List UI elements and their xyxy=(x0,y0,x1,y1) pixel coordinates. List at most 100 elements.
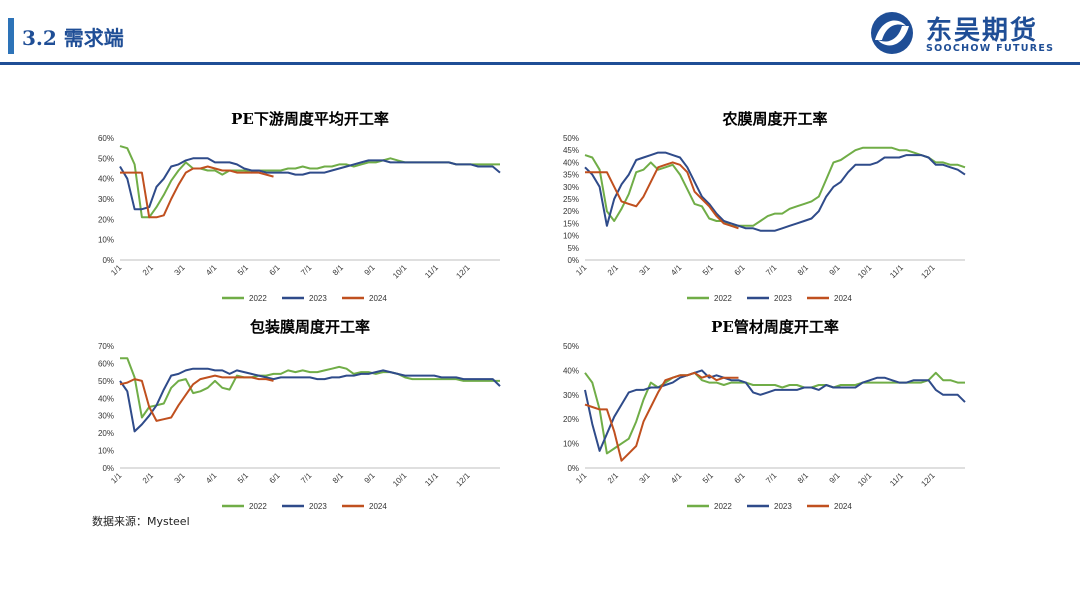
legend-label-2024: 2024 xyxy=(834,294,852,303)
logo-text-en: SOOCHOW FUTURES xyxy=(926,43,1055,54)
y-tick-label: 10% xyxy=(98,236,114,245)
header-accent-bar xyxy=(8,18,14,54)
x-tick-label: 7/1 xyxy=(299,471,314,486)
y-tick-label: 35% xyxy=(563,171,579,180)
section-title: 3.2 需求端 xyxy=(22,26,124,50)
x-tick-label: 11/1 xyxy=(888,471,905,488)
x-tick-label: 10/1 xyxy=(391,263,409,281)
y-tick-label: 40% xyxy=(563,158,579,167)
y-tick-label: 15% xyxy=(563,219,579,228)
series-line-2024 xyxy=(119,374,274,422)
series-line-2024 xyxy=(585,161,739,230)
x-tick-label: 2/1 xyxy=(606,263,621,278)
y-tick-label: 60% xyxy=(98,359,114,368)
y-tick-label: 50% xyxy=(98,377,114,386)
y-tick-label: 70% xyxy=(98,342,114,351)
logo-text-cn: 东吴期货 xyxy=(926,16,1039,46)
chart-packaging-film: 包装膜周度开工率 0% 10% 20% 30% 40% 50% 60% 70% 1/1 2/1 3/… xyxy=(80,316,540,526)
y-tick-label: 40% xyxy=(98,175,114,184)
chart-svg: 0%10%20%30%40%50%60%70%1/1 2/1 3/1 4/1 5/1 6/… xyxy=(98,342,501,511)
y-tick-label: 50% xyxy=(563,134,579,143)
x-tick-label: 12/1 xyxy=(454,263,472,281)
legend-label-2023: 2023 xyxy=(774,294,792,303)
y-tick-label: 30% xyxy=(563,183,579,192)
data-source-note: 数据来源：Mysteel xyxy=(92,515,190,528)
y-tick-label: 40% xyxy=(98,394,114,403)
x-tick-label: 8/1 xyxy=(796,263,811,278)
x-tick-label: 4/1 xyxy=(204,263,219,278)
x-tick-label: 7/1 xyxy=(764,471,779,486)
chart-svg: 0%5%10%15%20%25%30%35%40%45%50%1/1 2/1 3/1… xyxy=(563,134,966,303)
x-tick-label: 3/1 xyxy=(638,263,653,278)
x-tick-label: 8/1 xyxy=(331,263,346,278)
chart-title: PE管材周度开工率 xyxy=(711,318,839,336)
y-tick-label: 45% xyxy=(563,146,579,155)
chart-pe-downstream: PE下游周度平均开工率 0% 10% 20% 30% 40% 50% 60% 1/1 2/1 3/… xyxy=(80,108,540,318)
x-tick-label: 2/1 xyxy=(606,471,621,486)
legend-label-2022: 2022 xyxy=(249,502,267,511)
y-tick-label: 5% xyxy=(567,244,579,253)
chart-svg: 0%10%20%30%40%50%1/1 2/1 3/1 4/1 5/1 6/1 7/1 8/… xyxy=(563,342,966,511)
x-tick-label: 3/1 xyxy=(173,263,188,278)
y-tick-label: 60% xyxy=(98,134,114,143)
series-line-2022 xyxy=(584,146,966,227)
x-tick-label: 11/1 xyxy=(423,263,440,280)
chart-title: 包装膜周度开工率 xyxy=(249,318,370,336)
x-tick-label: 8/1 xyxy=(331,471,346,486)
chart-pe-pipe: PE管材周度开工率 0% 10% 20% 30% 40% 50% 1/1 2/1 3/1 4/1 5… xyxy=(545,316,1005,526)
x-tick-label: 10/1 xyxy=(856,471,874,489)
chart-agri-film: 农膜周度开工率 0% 5% 10% 15% 20% 25% 30% 35% 40% 45% 50% 1… xyxy=(545,108,1005,318)
y-tick-label: 25% xyxy=(563,195,579,204)
series-line-2022 xyxy=(119,145,500,219)
x-tick-label: 5/1 xyxy=(236,471,251,486)
x-tick-label: 6/1 xyxy=(268,263,283,278)
x-tick-label: 9/1 xyxy=(363,263,378,278)
x-tick-label: 12/1 xyxy=(454,471,472,489)
y-tick-label: 10% xyxy=(563,232,579,241)
legend-label-2024: 2024 xyxy=(369,502,387,511)
x-tick-label: 6/1 xyxy=(268,471,283,486)
series-line-2023 xyxy=(119,157,501,211)
x-tick-label: 11/1 xyxy=(423,471,440,488)
legend-label-2023: 2023 xyxy=(309,294,327,303)
y-tick-label: 30% xyxy=(98,412,114,421)
y-tick-label: 50% xyxy=(98,154,114,163)
x-tick-label: 5/1 xyxy=(236,263,251,278)
x-tick-label: 12/1 xyxy=(919,263,937,281)
x-tick-label: 8/1 xyxy=(796,471,811,486)
x-tick-label: 3/1 xyxy=(173,471,188,486)
y-tick-label: 40% xyxy=(563,366,579,375)
x-tick-label: 9/1 xyxy=(363,471,378,486)
legend-label-2023: 2023 xyxy=(309,502,327,511)
legend-label-2022: 2022 xyxy=(714,502,732,511)
legend-label-2022: 2022 xyxy=(249,294,267,303)
y-tick-label: 20% xyxy=(563,415,579,424)
y-tick-label: 0% xyxy=(567,464,579,473)
x-tick-label: 3/1 xyxy=(638,471,653,486)
chart-title: PE下游周度平均开工率 xyxy=(231,110,389,128)
x-tick-label: 4/1 xyxy=(669,471,684,486)
y-tick-label: 30% xyxy=(98,195,114,204)
x-tick-label: 12/1 xyxy=(919,471,937,489)
series-line-2023 xyxy=(119,367,501,433)
x-tick-label: 10/1 xyxy=(856,263,874,281)
y-tick-label: 10% xyxy=(98,447,114,456)
legend-label-2024: 2024 xyxy=(834,502,852,511)
legend-label-2023: 2023 xyxy=(774,502,792,511)
x-tick-label: 2/1 xyxy=(141,263,156,278)
x-tick-label: 4/1 xyxy=(204,471,219,486)
chart-title: 农膜周度开工率 xyxy=(722,110,828,128)
x-tick-label: 10/1 xyxy=(391,471,409,489)
y-tick-label: 20% xyxy=(98,215,114,224)
x-tick-label: 7/1 xyxy=(764,263,779,278)
x-tick-label: 5/1 xyxy=(701,471,716,486)
x-tick-label: 9/1 xyxy=(828,263,843,278)
y-tick-label: 20% xyxy=(563,207,579,216)
series-line-2023 xyxy=(584,151,966,232)
logo-mark-icon xyxy=(871,12,913,54)
x-tick-label: 11/1 xyxy=(888,263,905,280)
series-line-2022 xyxy=(120,357,500,419)
legend-label-2024: 2024 xyxy=(369,294,387,303)
company-logo: 东吴期货 SOOCHOW FUTURES xyxy=(866,10,1056,56)
y-tick-label: 20% xyxy=(98,429,114,438)
